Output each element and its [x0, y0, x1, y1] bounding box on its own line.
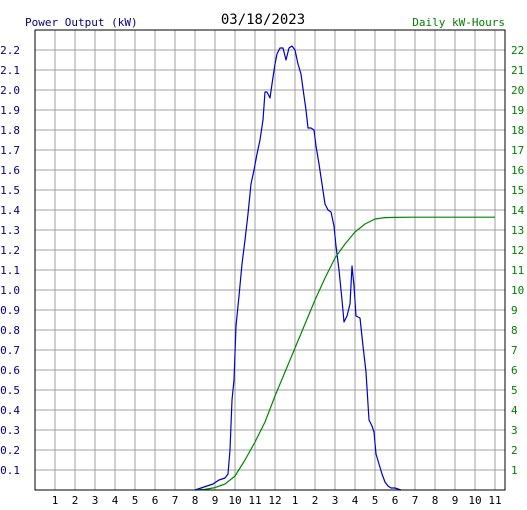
x-tick-label: 2 [72, 494, 79, 507]
x-tick-label: 4 [112, 494, 119, 507]
x-tick-label: 5 [372, 494, 379, 507]
x-tick-label: 6 [152, 494, 159, 507]
y-left-tick-label: 1.0 [0, 284, 20, 297]
y-right-tick-label: 3 [511, 424, 518, 437]
y-right-tick-label: 18 [511, 124, 524, 137]
x-tick-label: 10 [228, 494, 241, 507]
y-right-tick-label: 11 [511, 264, 524, 277]
y-left-tick-label: 0.1 [0, 464, 20, 477]
y-right-tick-label: 12 [511, 244, 524, 257]
y-left-tick-label: 1.9 [0, 104, 20, 117]
y-left-tick-label: 2.1 [0, 64, 20, 77]
y-left-tick-label: 0.7 [0, 344, 20, 357]
y-left-tick-label: 0.9 [0, 304, 20, 317]
y-right-tick-label: 5 [511, 384, 518, 397]
y-right-tick-label: 20 [511, 84, 524, 97]
y-left-tick-label: 1.7 [0, 144, 20, 157]
y-right-tick-label: 10 [511, 284, 524, 297]
chart-title: 03/18/2023 [221, 12, 305, 28]
x-tick-label: 3 [92, 494, 99, 507]
x-tick-label: 9 [452, 494, 459, 507]
right-axis-label: Daily kW-Hours [412, 16, 505, 29]
x-tick-label: 6 [392, 494, 399, 507]
y-left-tick-label: 0.3 [0, 424, 20, 437]
x-tick-label: 2 [312, 494, 319, 507]
y-left-tick-label: 2.2 [0, 44, 20, 57]
y-right-tick-label: 21 [511, 64, 524, 77]
y-right-tick-label: 19 [511, 104, 524, 117]
y-right-tick-label: 13 [511, 224, 524, 237]
y-right-tick-label: 7 [511, 344, 518, 357]
x-tick-label: 4 [352, 494, 359, 507]
y-left-tick-label: 0.6 [0, 364, 20, 377]
y-left-tick-label: 0.2 [0, 444, 20, 457]
x-tick-label: 7 [412, 494, 419, 507]
y-right-tick-label: 9 [511, 304, 518, 317]
x-tick-label: 8 [432, 494, 439, 507]
plot-frame [34, 29, 506, 491]
y-left-tick-label: 0.8 [0, 324, 20, 337]
grid [35, 30, 505, 490]
y-left-tick-label: 1.2 [0, 244, 20, 257]
x-tick-label: 10 [468, 494, 481, 507]
y-right-tick-label: 6 [511, 364, 518, 377]
y-left-tick-label: 1.8 [0, 124, 20, 137]
daily-energy-line [194, 216, 495, 491]
y-right-tick-label: 15 [511, 184, 524, 197]
y-left-tick-label: 1.5 [0, 184, 20, 197]
left-axis-label: Power Output (kW) [25, 16, 138, 29]
x-tick-label: 5 [132, 494, 139, 507]
power-output-line [194, 45, 402, 491]
y-right-tick-label: 8 [511, 324, 518, 337]
x-tick-label: 11 [488, 494, 501, 507]
y-right-tick-label: 2 [511, 444, 518, 457]
x-tick-label: 9 [212, 494, 219, 507]
y-left-tick-label: 1.6 [0, 164, 20, 177]
y-right-tick-label: 16 [511, 164, 524, 177]
tick-labels: 1 2 3 4 5 6 7 8 9 10 11 12 1 2 3 4 5 6 7 8 9 10 110.10.20.30.4… [0, 44, 524, 507]
x-tick-label: 7 [172, 494, 179, 507]
y-left-tick-label: 0.4 [0, 404, 20, 417]
y-left-tick-label: 0.5 [0, 384, 20, 397]
y-right-tick-label: 17 [511, 144, 524, 157]
y-right-tick-label: 4 [511, 404, 518, 417]
x-tick-label: 3 [332, 494, 339, 507]
y-left-tick-label: 1.4 [0, 204, 20, 217]
y-left-tick-label: 1.3 [0, 224, 20, 237]
y-right-tick-label: 1 [511, 464, 518, 477]
series-lines [194, 45, 495, 491]
y-left-tick-label: 1.1 [0, 264, 20, 277]
x-tick-label: 1 [52, 494, 59, 507]
y-left-tick-label: 2.0 [0, 84, 20, 97]
x-tick-label: 12 [268, 494, 281, 507]
y-right-tick-label: 14 [511, 204, 525, 217]
x-tick-label: 11 [248, 494, 261, 507]
y-right-tick-label: 22 [511, 44, 524, 57]
x-tick-label: 1 [292, 494, 299, 507]
x-tick-label: 8 [192, 494, 199, 507]
